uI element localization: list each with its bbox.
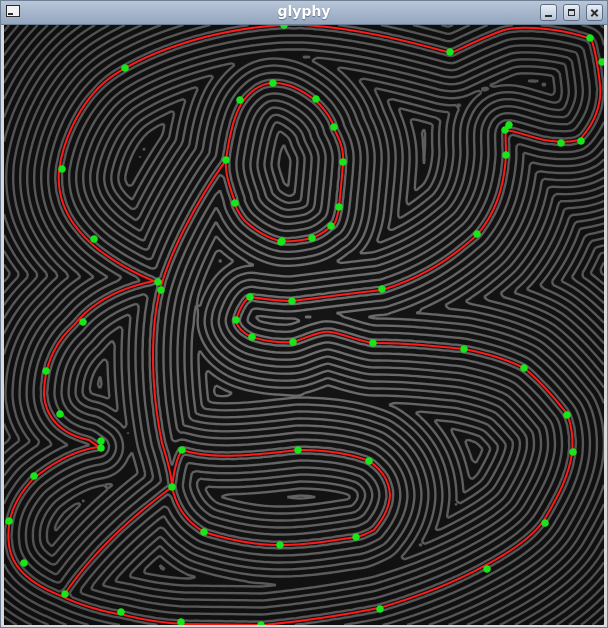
control-point[interactable] <box>5 517 13 525</box>
control-point[interactable] <box>121 64 129 72</box>
control-point[interactable] <box>231 199 239 207</box>
control-point[interactable] <box>278 237 286 245</box>
close-button[interactable] <box>586 4 603 21</box>
control-point[interactable] <box>61 590 69 598</box>
control-point[interactable] <box>157 286 165 294</box>
minimize-button[interactable] <box>540 4 557 21</box>
control-point[interactable] <box>294 446 302 454</box>
control-point[interactable] <box>178 446 186 454</box>
control-point[interactable] <box>460 345 468 353</box>
control-point[interactable] <box>276 541 284 549</box>
control-point[interactable] <box>79 318 87 326</box>
control-point[interactable] <box>505 121 513 129</box>
control-point[interactable] <box>330 123 338 131</box>
control-point[interactable] <box>327 222 335 230</box>
control-point[interactable] <box>473 230 481 238</box>
control-point[interactable] <box>56 410 64 418</box>
control-point[interactable] <box>97 444 105 452</box>
control-point[interactable] <box>312 95 320 103</box>
inner-bowl <box>170 448 392 547</box>
control-point[interactable] <box>97 437 105 445</box>
control-point[interactable] <box>563 411 571 419</box>
control-point[interactable] <box>236 96 244 104</box>
control-point[interactable] <box>289 338 297 346</box>
control-point[interactable] <box>168 483 176 491</box>
control-point[interactable] <box>269 79 277 87</box>
control-point[interactable] <box>200 528 208 536</box>
control-point[interactable] <box>177 618 185 625</box>
control-point[interactable] <box>222 156 230 164</box>
control-point[interactable] <box>335 203 343 211</box>
control-point[interactable] <box>352 533 360 541</box>
stem-stroke <box>63 159 227 596</box>
vignette <box>4 25 604 625</box>
control-point[interactable] <box>308 234 316 242</box>
control-point[interactable] <box>339 158 347 166</box>
control-point[interactable] <box>502 151 510 159</box>
control-point[interactable] <box>577 137 585 145</box>
window-icon[interactable] <box>6 5 20 17</box>
control-point[interactable] <box>288 297 296 305</box>
control-point[interactable] <box>569 448 577 456</box>
control-point[interactable] <box>246 293 254 301</box>
control-point[interactable] <box>117 608 125 616</box>
control-point[interactable] <box>376 605 384 613</box>
control-point[interactable] <box>483 565 491 573</box>
glyph-render <box>4 25 604 625</box>
control-point[interactable] <box>598 58 604 66</box>
control-point[interactable] <box>248 333 256 341</box>
control-point[interactable] <box>446 48 454 56</box>
control-point[interactable] <box>42 367 50 375</box>
control-point[interactable] <box>20 559 28 567</box>
title-bar[interactable]: glyphy <box>1 1 607 25</box>
glyph-canvas[interactable] <box>4 25 604 625</box>
control-point[interactable] <box>541 519 549 527</box>
control-point[interactable] <box>90 235 98 243</box>
control-points <box>5 25 604 625</box>
control-point[interactable] <box>58 165 66 173</box>
control-point[interactable] <box>30 472 38 480</box>
control-point[interactable] <box>369 339 377 347</box>
control-point[interactable] <box>257 621 265 625</box>
control-point[interactable] <box>365 457 373 465</box>
control-point[interactable] <box>586 34 594 42</box>
control-point[interactable] <box>154 278 162 286</box>
window-title: glyphy <box>277 4 331 20</box>
control-point[interactable] <box>520 364 528 372</box>
control-point[interactable] <box>378 285 386 293</box>
control-point[interactable] <box>280 25 288 29</box>
maximize-button[interactable] <box>563 4 580 21</box>
control-point[interactable] <box>557 139 565 147</box>
control-point[interactable] <box>232 316 240 324</box>
